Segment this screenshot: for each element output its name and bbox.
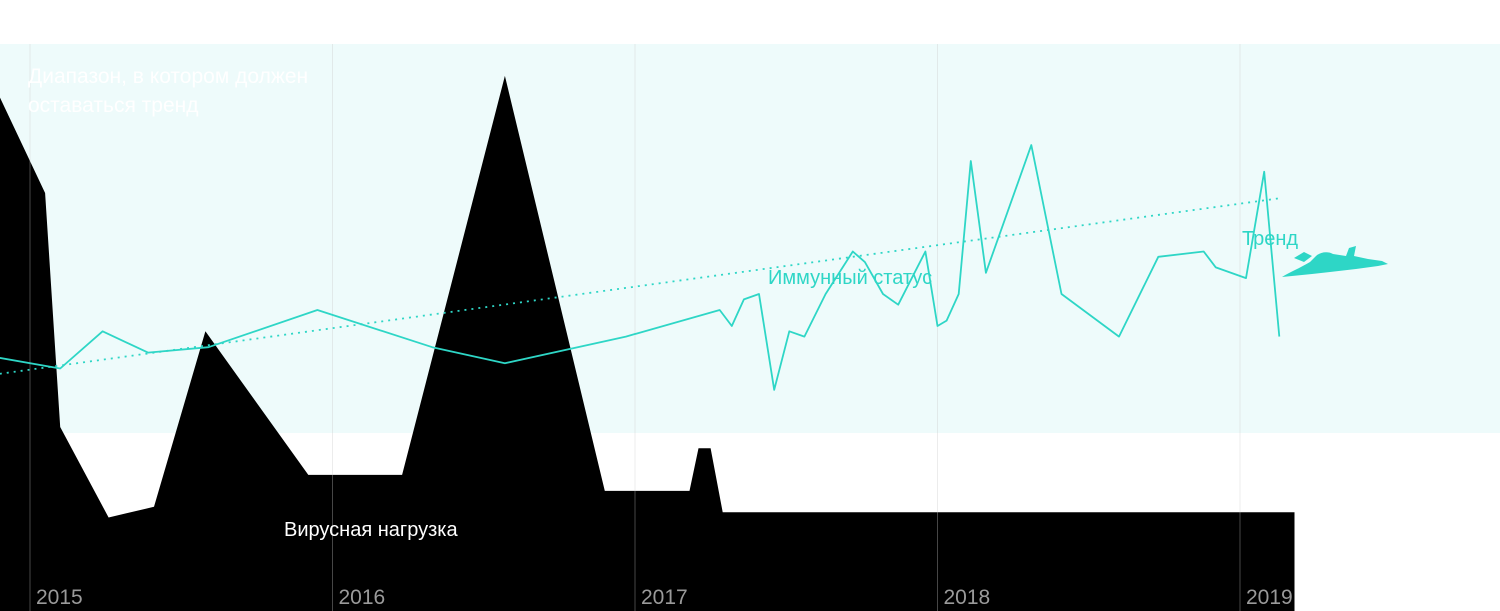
- x-tick-label: 2018: [944, 586, 991, 609]
- viral-load-layer: [0, 75, 1295, 611]
- immune-layer: [0, 144, 1281, 391]
- superhero-icon: [1282, 246, 1388, 277]
- immune-status-label: Иммунный статус: [768, 267, 933, 289]
- viral-load-label: Вирусная нагрузка: [284, 519, 458, 541]
- x-tick-label: 2016: [339, 586, 386, 609]
- x-tick-label: 2015: [36, 586, 83, 609]
- gridlines: [29, 44, 1241, 611]
- x-tick-label: 2017: [641, 586, 688, 609]
- target-range-label: Диапазон, в котором должен оставаться тр…: [28, 65, 309, 117]
- x-tick-label: 2019: [1246, 586, 1293, 609]
- target-range-band: [0, 44, 1500, 433]
- trend-label: Тренд: [1242, 228, 1299, 250]
- immune-status-line: [0, 144, 1281, 391]
- viral-load-area: [0, 75, 1295, 611]
- x-axis: 2015 2016 2017 2018 2019: [36, 586, 1293, 609]
- trend-line: [0, 197, 1280, 375]
